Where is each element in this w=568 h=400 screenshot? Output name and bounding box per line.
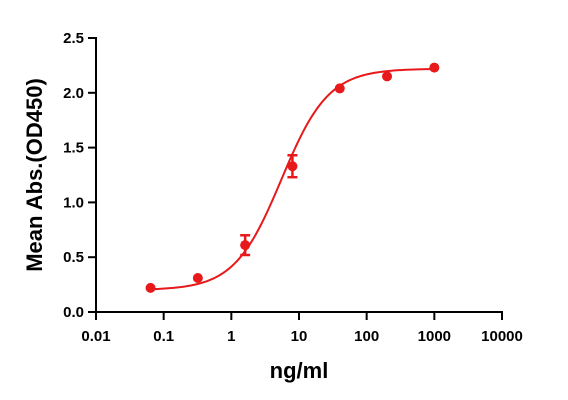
x-tick-label: 1000 [418, 328, 451, 345]
x-ticks: 0.01 0.1 1 10 100 1000 10000 [81, 312, 523, 345]
x-tick-label: 0.1 [153, 328, 174, 345]
y-axis-title: Mean Abs.(OD450) [22, 78, 47, 272]
data-point [334, 83, 345, 94]
y-ticks: 0.0 0.5 1.0 1.5 2.0 2.5 [63, 30, 96, 321]
x-tick-label: 0.01 [81, 328, 110, 345]
y-tick-label: 2.5 [63, 30, 84, 47]
data-point [240, 240, 251, 251]
x-tick-label: 1 [227, 328, 235, 345]
x-axis-title: ng/ml [270, 358, 329, 383]
y-tick-label: 0.0 [63, 304, 84, 321]
y-tick-label: 0.5 [63, 249, 84, 266]
x-tick-label: 10 [291, 328, 308, 345]
x-tick-label: 10000 [481, 328, 523, 345]
y-tick-label: 1.0 [63, 194, 84, 211]
y-tick-label: 2.0 [63, 85, 84, 102]
data-point [382, 71, 393, 82]
y-tick-label: 1.5 [63, 140, 84, 157]
plot-area [145, 62, 440, 293]
fit-curve [150, 68, 435, 291]
axes: 0.01 0.1 1 10 100 1000 10000 0.0 0.5 1.0 1.5 2.0 2.… [63, 30, 523, 345]
data-point [145, 282, 156, 293]
data-point [429, 62, 440, 73]
data-point [192, 273, 203, 284]
x-tick-label: 100 [354, 328, 379, 345]
data-point [287, 161, 298, 172]
